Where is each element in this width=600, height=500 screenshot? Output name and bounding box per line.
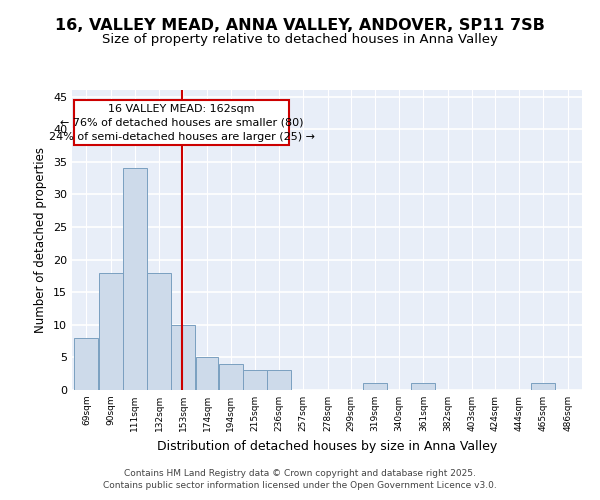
Text: 16 VALLEY MEAD: 162sqm
← 76% of detached houses are smaller (80)
24% of semi-det: 16 VALLEY MEAD: 162sqm ← 76% of detached… (49, 104, 314, 142)
Bar (147, 272, 171, 390)
Bar (267, 370, 291, 390)
Text: Size of property relative to detached houses in Anna Valley: Size of property relative to detached ho… (102, 32, 498, 46)
Text: Contains HM Land Registry data © Crown copyright and database right 2025.
Contai: Contains HM Land Registry data © Crown c… (103, 469, 497, 490)
Bar (196, 358, 218, 390)
Bar (532, 384, 555, 390)
Bar (123, 168, 147, 390)
Y-axis label: Number of detached properties: Number of detached properties (34, 147, 47, 333)
X-axis label: Distribution of detached houses by size in Anna Valley: Distribution of detached houses by size … (157, 440, 497, 452)
Bar (219, 364, 242, 390)
Bar (172, 325, 195, 390)
Bar (74, 100, 289, 146)
Bar (363, 384, 387, 390)
Bar (99, 272, 122, 390)
Text: 16, VALLEY MEAD, ANNA VALLEY, ANDOVER, SP11 7SB: 16, VALLEY MEAD, ANNA VALLEY, ANDOVER, S… (55, 18, 545, 32)
Bar (412, 384, 435, 390)
Bar (243, 370, 267, 390)
Bar (74, 338, 98, 390)
